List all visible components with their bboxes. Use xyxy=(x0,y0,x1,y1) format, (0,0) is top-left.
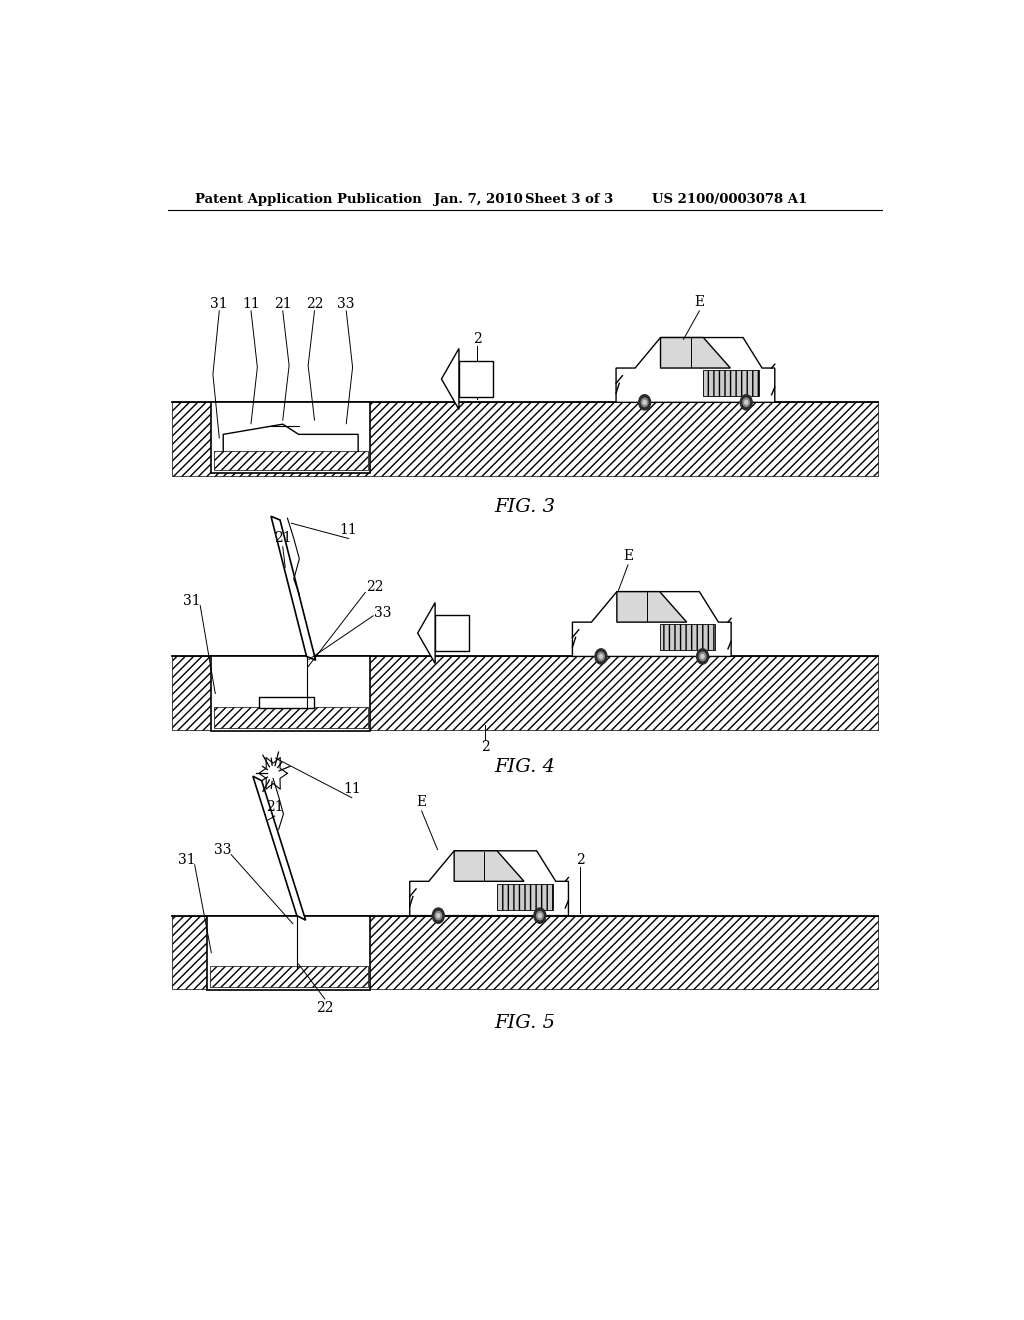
Text: FIG. 5: FIG. 5 xyxy=(495,1014,555,1032)
Bar xyxy=(659,624,716,651)
Circle shape xyxy=(639,395,650,411)
Bar xyxy=(459,360,494,397)
Text: 21: 21 xyxy=(274,531,292,545)
Bar xyxy=(497,883,553,909)
Text: 22: 22 xyxy=(316,1001,334,1015)
Circle shape xyxy=(696,649,709,664)
Polygon shape xyxy=(660,338,730,368)
Polygon shape xyxy=(271,516,315,660)
Text: FIG. 3: FIG. 3 xyxy=(495,498,555,516)
Text: 2: 2 xyxy=(575,853,585,867)
Text: E: E xyxy=(417,795,427,809)
Polygon shape xyxy=(418,602,435,664)
Circle shape xyxy=(744,400,748,404)
Circle shape xyxy=(539,913,542,917)
Text: 31: 31 xyxy=(178,853,196,867)
Circle shape xyxy=(435,911,441,920)
Text: Jan. 7, 2010: Jan. 7, 2010 xyxy=(433,193,522,206)
Text: 31: 31 xyxy=(183,594,201,607)
Text: FIG. 4: FIG. 4 xyxy=(495,758,555,776)
Text: Sheet 3 of 3: Sheet 3 of 3 xyxy=(524,193,613,206)
Bar xyxy=(172,403,878,475)
Text: E: E xyxy=(623,549,633,562)
Bar xyxy=(703,371,759,396)
Polygon shape xyxy=(410,851,568,916)
Bar xyxy=(435,615,469,651)
Circle shape xyxy=(643,400,646,404)
Bar xyxy=(207,916,370,990)
Bar xyxy=(211,656,370,731)
Polygon shape xyxy=(253,776,306,920)
Text: 11: 11 xyxy=(343,781,360,796)
Text: 33: 33 xyxy=(374,606,391,619)
Text: 11: 11 xyxy=(242,297,260,312)
Text: 33: 33 xyxy=(338,297,355,312)
Bar xyxy=(214,706,368,727)
Circle shape xyxy=(599,655,602,659)
Text: 2: 2 xyxy=(480,739,489,754)
Bar xyxy=(210,966,368,987)
Circle shape xyxy=(437,913,439,917)
Bar xyxy=(172,656,878,730)
Text: 2: 2 xyxy=(473,333,481,346)
Polygon shape xyxy=(616,591,687,622)
Text: 31: 31 xyxy=(211,297,228,312)
Text: 21: 21 xyxy=(274,297,292,312)
Text: US 2100/0003078 A1: US 2100/0003078 A1 xyxy=(652,193,807,206)
Polygon shape xyxy=(616,338,775,403)
Circle shape xyxy=(699,652,706,660)
Text: E: E xyxy=(694,294,705,309)
Circle shape xyxy=(641,399,648,407)
Bar xyxy=(172,916,878,989)
Circle shape xyxy=(595,649,607,664)
Text: Patent Application Publication: Patent Application Publication xyxy=(196,193,422,206)
Text: 22: 22 xyxy=(306,297,324,312)
Bar xyxy=(211,403,370,474)
Polygon shape xyxy=(441,348,459,409)
Circle shape xyxy=(534,908,546,923)
Text: 21: 21 xyxy=(266,800,284,814)
Circle shape xyxy=(598,652,604,660)
Bar xyxy=(214,450,368,470)
Text: 11: 11 xyxy=(340,523,357,536)
Bar xyxy=(259,697,314,709)
Circle shape xyxy=(432,908,444,923)
Polygon shape xyxy=(455,851,524,882)
Polygon shape xyxy=(572,591,731,656)
Text: 22: 22 xyxy=(367,581,384,594)
Circle shape xyxy=(537,911,543,920)
Circle shape xyxy=(740,395,753,411)
Circle shape xyxy=(701,655,705,659)
Circle shape xyxy=(743,399,750,407)
Text: 33: 33 xyxy=(214,842,231,857)
